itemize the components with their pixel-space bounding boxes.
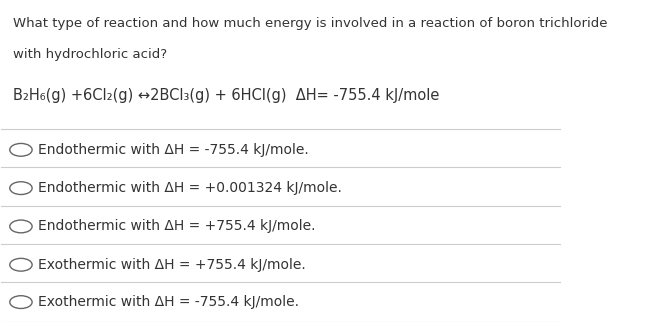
Text: Endothermic with ΔH = -755.4 kJ/mole.: Endothermic with ΔH = -755.4 kJ/mole. (37, 143, 308, 157)
Text: Exothermic with ΔH = +755.4 kJ/mole.: Exothermic with ΔH = +755.4 kJ/mole. (37, 258, 306, 272)
Text: with hydrochloric acid?: with hydrochloric acid? (12, 48, 167, 61)
Text: Endothermic with ΔH = +755.4 kJ/mole.: Endothermic with ΔH = +755.4 kJ/mole. (37, 219, 315, 233)
Text: What type of reaction and how much energy is involved in a reaction of boron tri: What type of reaction and how much energ… (12, 17, 607, 30)
Text: B₂H₆(g) +6Cl₂(g) ↔2BCl₃(g) + 6HCl(g)  ΔH= -755.4 kJ/mole: B₂H₆(g) +6Cl₂(g) ↔2BCl₃(g) + 6HCl(g) ΔH=… (12, 88, 439, 103)
Text: Endothermic with ΔH = +0.001324 kJ/mole.: Endothermic with ΔH = +0.001324 kJ/mole. (37, 181, 342, 195)
Text: Exothermic with ΔH = -755.4 kJ/mole.: Exothermic with ΔH = -755.4 kJ/mole. (37, 295, 299, 309)
